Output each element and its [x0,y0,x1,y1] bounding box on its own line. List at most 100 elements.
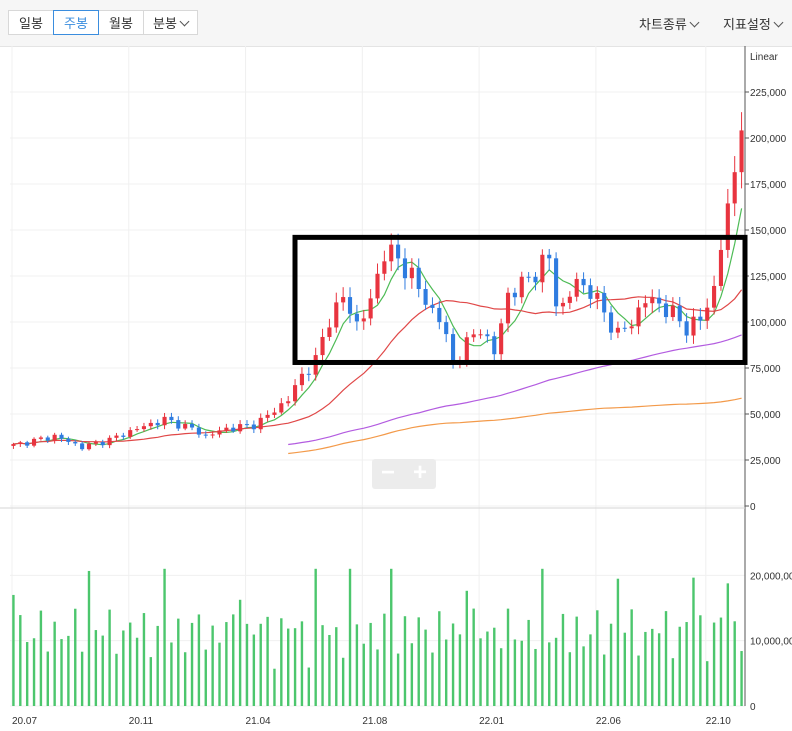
volume-bar [362,643,365,706]
volume-bar [170,642,173,706]
volume-bar [129,622,132,706]
volume-bar [122,630,125,706]
candle-body [38,437,43,439]
volume-bar [486,631,489,706]
axes: 20.07 20.11 21.04 21.08 22.01 22.06 22.10 225,0… [0,46,792,727]
candle-body [107,437,112,446]
volume-bar [390,568,393,706]
volume-bar [438,611,441,706]
candle-body [128,430,133,437]
candle-body [382,261,387,274]
volume-bar [238,599,242,706]
candle-body [148,422,153,427]
candle-body [444,322,449,335]
volume-bar [479,638,482,706]
volume-bar [314,568,317,706]
tab-minute-label: 분봉 [153,16,177,31]
volume-bar [651,628,654,706]
volume-bar [266,616,269,706]
volume-bar [225,622,228,706]
candle-body [725,203,730,250]
candle-body [533,276,538,283]
volume-bar [575,616,578,706]
volume-bar [335,627,338,706]
candle-body [526,276,531,278]
volume-bar [664,611,668,706]
candlesticks [11,112,744,451]
volume-bar [740,651,743,706]
candle-body [183,424,188,429]
price-tick-label: 175,000 [750,180,787,191]
candle-body [588,285,593,299]
candle-body [636,307,641,327]
candle-body [59,434,64,439]
volume-bar [589,634,592,706]
price-tick-label: 225,000 [750,88,787,99]
zoom-out-button[interactable]: − [380,459,395,486]
candle-body [114,435,119,438]
volume-bar [101,635,104,706]
grid-lines [10,46,745,707]
volume-bar [218,642,221,706]
candle-body [135,429,140,431]
tab-weekly[interactable]: 주봉 [53,10,99,35]
volume-bar [135,637,139,706]
candle-body [560,302,566,307]
candle-body [272,412,277,415]
price-tick-label: 200,000 [750,134,787,145]
volume-bar [287,628,290,706]
chart-type-menu[interactable]: 차트종류 [639,14,700,33]
zoom-in-button[interactable]: + [412,459,427,486]
candle-body [121,435,126,437]
volume-bar [328,634,331,706]
volume-bar [259,623,262,706]
zoom-control: − + [372,459,436,489]
volume-bar [108,609,111,706]
volume-bar [53,621,56,706]
volume-bar [616,578,620,706]
volume-bar [493,627,496,706]
volume-bar [183,652,187,706]
volume-bar [376,649,379,706]
candle-body [718,249,724,286]
candle-body [86,443,92,450]
volume-tick-label: 0 [750,702,756,713]
candle-body [279,403,284,413]
volume-bar [451,623,455,706]
scale-label: Linear [750,52,778,63]
tab-daily[interactable]: 일봉 [8,10,54,35]
candle-body [423,289,428,305]
volume-bar [321,625,324,706]
volume-bar [245,623,249,706]
price-tick-label: 0 [750,502,756,513]
indicator-settings-label: 지표설정 [723,17,771,32]
candle-body [670,305,675,318]
volume-bar [383,613,386,706]
candle-body [464,337,469,362]
candle-body [162,416,167,426]
volume-bar [80,651,84,706]
indicator-settings-menu[interactable]: 지표설정 [723,14,784,33]
candle-body [430,304,435,308]
volume-bar [115,653,118,706]
candle-body [684,321,689,336]
volume-bar [156,625,159,706]
volume-bar [424,629,427,706]
candle-body [45,437,50,441]
volume-bar [506,608,510,706]
tab-minute[interactable]: 분봉 [143,10,198,35]
ma-line-120 [288,397,742,455]
volume-bar [554,637,558,706]
candle-body [31,438,37,446]
price-tick-label: 100,000 [750,318,787,329]
volume-bar [25,642,29,706]
volume-bar [472,608,475,706]
volume-bar [355,624,359,706]
volume-bar [699,615,702,706]
candle-body [196,427,201,435]
volume-bar [403,616,407,706]
volume-bars [12,568,743,706]
candle-body [80,443,85,450]
tab-monthly[interactable]: 월봉 [98,10,144,35]
